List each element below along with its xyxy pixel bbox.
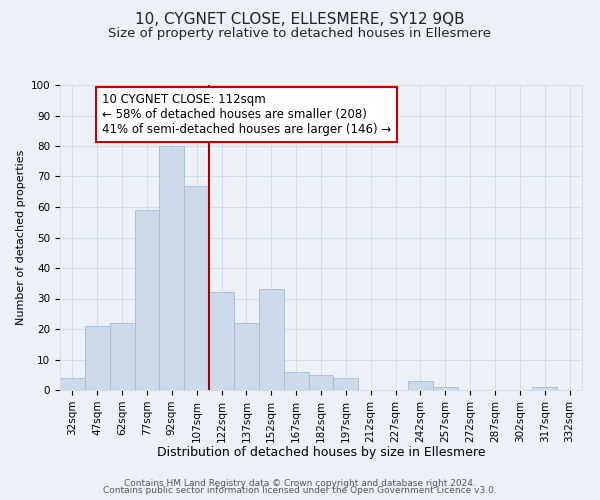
Bar — [284, 372, 308, 390]
Bar — [308, 375, 334, 390]
Y-axis label: Number of detached properties: Number of detached properties — [16, 150, 26, 325]
Text: 10, CYGNET CLOSE, ELLESMERE, SY12 9QB: 10, CYGNET CLOSE, ELLESMERE, SY12 9QB — [135, 12, 465, 28]
Bar — [184, 186, 209, 390]
Text: Contains public sector information licensed under the Open Government Licence v3: Contains public sector information licen… — [103, 486, 497, 495]
Bar — [209, 292, 234, 390]
Bar — [60, 378, 85, 390]
Bar — [334, 378, 358, 390]
Bar — [532, 387, 557, 390]
Bar — [408, 381, 433, 390]
Bar — [160, 146, 184, 390]
Text: 10 CYGNET CLOSE: 112sqm
← 58% of detached houses are smaller (208)
41% of semi-d: 10 CYGNET CLOSE: 112sqm ← 58% of detache… — [102, 92, 391, 136]
X-axis label: Distribution of detached houses by size in Ellesmere: Distribution of detached houses by size … — [157, 446, 485, 459]
Bar — [134, 210, 160, 390]
Text: Size of property relative to detached houses in Ellesmere: Size of property relative to detached ho… — [109, 28, 491, 40]
Bar — [433, 387, 458, 390]
Bar — [234, 323, 259, 390]
Text: Contains HM Land Registry data © Crown copyright and database right 2024.: Contains HM Land Registry data © Crown c… — [124, 478, 476, 488]
Bar — [85, 326, 110, 390]
Bar — [259, 290, 284, 390]
Bar — [110, 323, 134, 390]
